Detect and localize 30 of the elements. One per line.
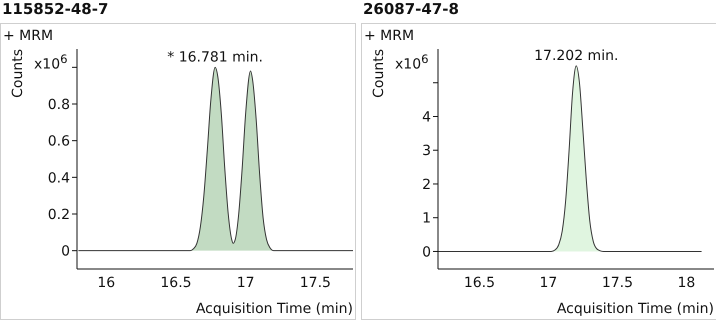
annotation: 17.202 min. [534,48,618,64]
text: + MRM [364,28,414,44]
x-tick-label: 18 [677,274,696,291]
y-tick-label: 0.8 [48,96,70,113]
text: x10$^{6}$ [34,52,68,73]
y-tick-label: 0 [61,244,70,260]
x-tick-label: 17 [539,274,558,291]
x-tick-label: 16.5 [160,274,192,291]
x-tick-label: 16 [97,274,116,291]
y-tick-label: 3 [422,143,431,160]
y-tick-label: 1 [422,210,431,227]
y-tick-label: 0.2 [48,206,70,223]
x-tick-label: 17.5 [300,274,331,291]
text: + MRM [3,28,54,44]
y-tick-label: 0 [422,244,431,260]
x-tick-label: 16.5 [464,274,495,291]
y-axis-title: Counts [10,49,26,98]
x-axis-title: Acquisition Time (min) [196,301,353,317]
annotation: * 16.781 min. [167,49,264,66]
x-axis-title: Acquisition Time (min) [556,301,714,317]
y-tick-label: 2 [422,176,431,193]
y-tick-label: 4 [422,109,432,126]
chart-title: 115852-48-7 [2,0,108,18]
y-tick-label: 0.6 [48,134,70,150]
y-tick-label: 0.4 [48,170,70,186]
x-tick-label: 17 [236,274,255,291]
chart-title: 26087-47-8 [363,0,459,18]
text: x10$^{6}$ [395,52,429,73]
y-axis-title: Counts [371,49,387,98]
x-tick-label: 17.5 [602,274,633,291]
